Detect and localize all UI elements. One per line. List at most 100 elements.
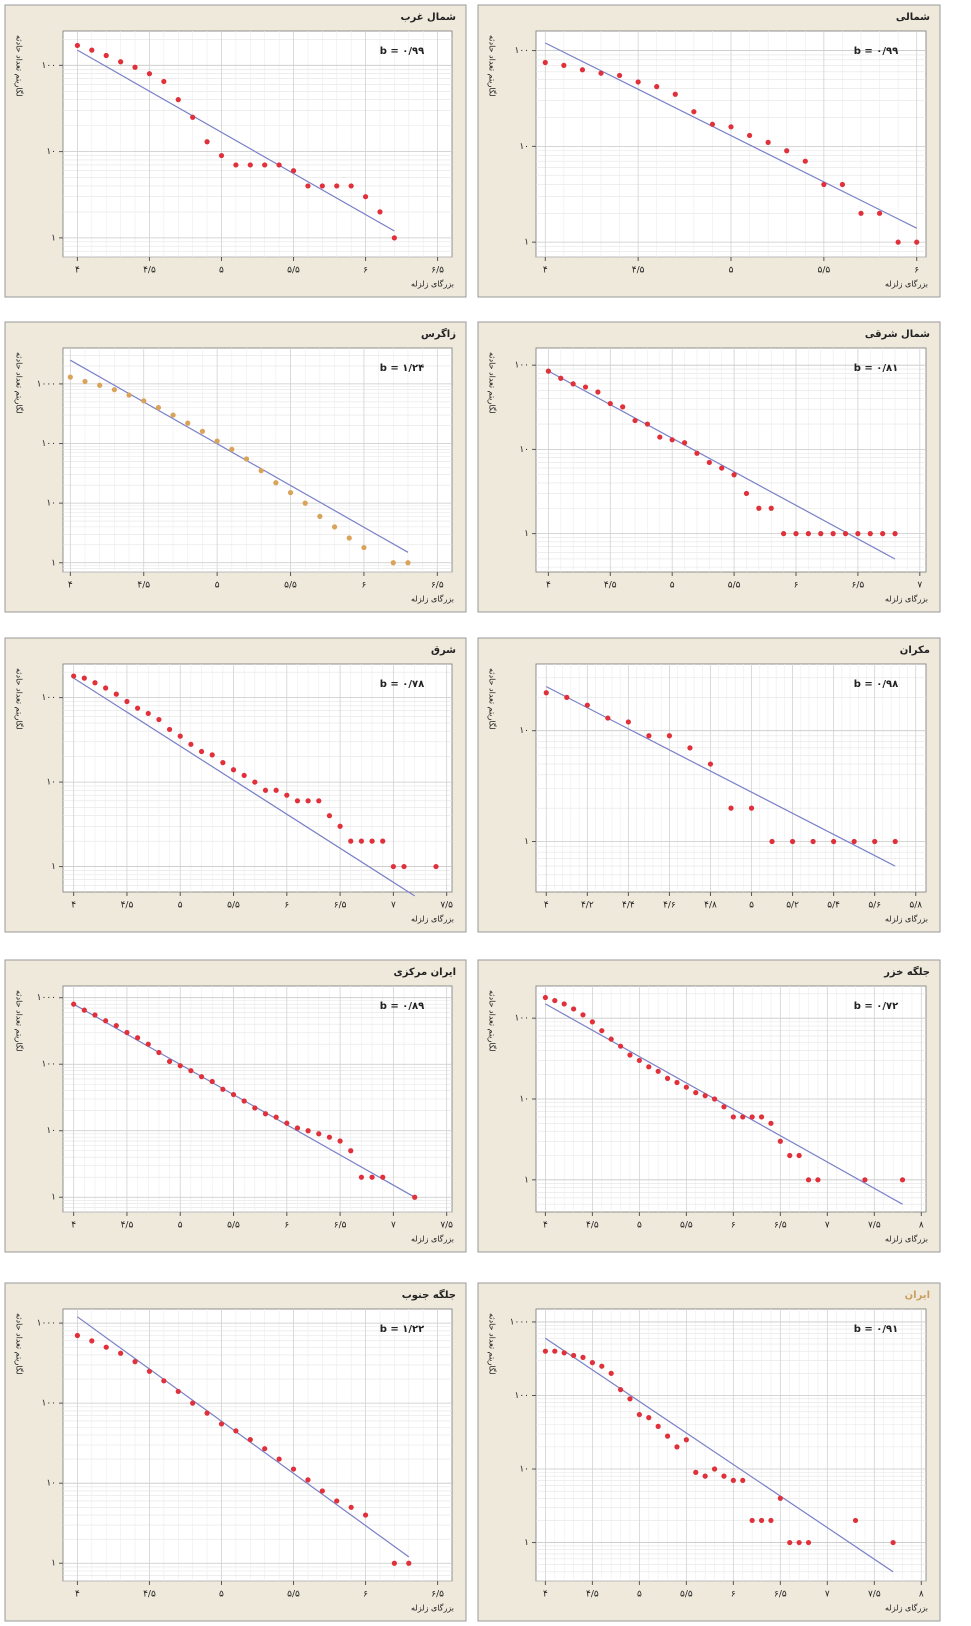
data-point	[252, 779, 258, 785]
x-tick-label: ۶/۵	[431, 1590, 444, 1600]
data-point	[687, 745, 693, 751]
x-tick-label: ۶	[914, 266, 919, 276]
data-point	[348, 1148, 354, 1154]
x-tick-label: ۶/۵	[774, 1590, 787, 1600]
data-point	[241, 772, 247, 779]
x-axis-label: بزرگای زلزله	[885, 914, 928, 924]
data-point	[646, 1064, 652, 1070]
data-point	[67, 374, 73, 380]
data-point	[209, 1078, 215, 1085]
x-tick-label: ۵	[637, 1221, 642, 1231]
data-point	[262, 787, 269, 793]
data-point	[617, 1043, 624, 1049]
data-point	[92, 1012, 98, 1018]
data-point	[895, 239, 901, 245]
data-point	[855, 531, 861, 537]
data-point	[851, 838, 857, 845]
data-point	[290, 168, 297, 174]
chart-title: شمالی	[896, 12, 930, 23]
y-tick-label: ۱۰۰	[514, 1391, 529, 1401]
data-point	[220, 1086, 226, 1092]
data-point	[805, 531, 811, 537]
data-point	[694, 450, 700, 456]
data-point	[276, 1456, 282, 1462]
chart-title: جلگه جنوب	[402, 1288, 456, 1301]
data-point	[331, 524, 338, 530]
x-tick-label: ۴	[543, 1590, 548, 1600]
data-point	[262, 1111, 269, 1117]
chart-panel: ۱ ۱۰ ۱۰۰ ۱۰۰۰ ۴ ۴/۵ ۵ ۵/۵ ۶ ۶/۵ جلگه جنوب b = ۱/۲۲ ب…	[4, 1282, 467, 1622]
data-point	[914, 239, 920, 245]
data-point	[818, 531, 824, 537]
data-point	[674, 1079, 680, 1086]
data-point	[781, 531, 787, 537]
chart-title: مکران	[900, 645, 930, 656]
x-axis-label: بزرگای زلزله	[411, 1234, 454, 1244]
data-point	[233, 1428, 239, 1434]
data-point	[815, 1177, 821, 1183]
data-point	[635, 79, 641, 85]
data-point	[765, 139, 771, 145]
data-point	[542, 59, 548, 66]
y-axis-label: لگاریتم تعداد حادثه	[488, 35, 498, 97]
data-point	[636, 1057, 642, 1064]
y-tick-label: ۱۰	[46, 778, 56, 788]
data-point	[290, 1466, 297, 1472]
y-tick-label: ۱	[524, 238, 529, 248]
data-point	[124, 698, 130, 705]
x-tick-label: ۶/۵	[852, 581, 865, 591]
data-point	[862, 1177, 868, 1183]
x-tick-label: ۴	[75, 1590, 80, 1600]
data-point	[124, 1029, 130, 1036]
plot-area	[62, 347, 453, 573]
data-point	[302, 500, 308, 506]
data-point	[617, 1387, 624, 1393]
data-point	[334, 183, 340, 189]
x-tick-label: ۴/۵	[586, 1590, 599, 1600]
y-tick-label: ۱۰۰	[41, 61, 56, 71]
data-point	[326, 1134, 333, 1140]
data-point	[711, 1466, 718, 1472]
data-point	[839, 181, 846, 188]
data-point	[103, 1018, 109, 1024]
data-point	[579, 67, 586, 73]
data-point	[810, 838, 816, 845]
x-tick-label: ۴/۵	[586, 1221, 599, 1231]
data-point	[872, 838, 878, 845]
y-tick-label: ۱	[524, 1538, 529, 1548]
data-point	[161, 1378, 167, 1384]
fit-line	[548, 370, 896, 560]
plot-area	[535, 347, 927, 573]
data-point	[170, 412, 176, 418]
data-point	[830, 531, 836, 537]
data-point	[89, 1338, 95, 1344]
data-point	[802, 158, 808, 164]
x-tick-label: ۴/۸	[704, 901, 717, 911]
data-point	[876, 210, 883, 216]
data-point	[768, 505, 774, 511]
x-tick-label: ۶	[363, 1590, 368, 1600]
data-point	[177, 733, 183, 739]
data-point	[358, 838, 365, 844]
x-tick-label: ۴	[543, 1221, 548, 1231]
data-point	[401, 863, 407, 870]
data-point	[756, 505, 762, 511]
data-point	[230, 767, 237, 773]
y-axis-label: لگاریتم تعداد حادثه	[15, 1313, 25, 1375]
data-point	[273, 1114, 279, 1120]
x-tick-label: ۶	[362, 581, 367, 591]
chart-panel: ۱ ۱۰ ۴ ۴/۲ ۴/۴ ۴/۶ ۴/۸ ۵ ۵/۲ ۵/۴ ۵/۶ ۵/۸ مکران b = ۰/…	[477, 637, 941, 933]
data-point	[669, 437, 675, 443]
data-point	[589, 1360, 595, 1366]
data-point	[777, 1138, 783, 1144]
y-tick-label: ۱۰۰	[514, 1014, 529, 1024]
data-point	[777, 1495, 783, 1501]
data-point	[627, 1396, 633, 1402]
data-point	[706, 459, 712, 466]
data-point	[570, 381, 576, 387]
x-tick-label: ۶	[363, 266, 368, 276]
data-point	[316, 1131, 322, 1137]
x-tick-label: ۵/۴	[827, 901, 840, 911]
data-point	[209, 752, 215, 758]
y-tick-label: ۱۰۰	[514, 46, 529, 56]
